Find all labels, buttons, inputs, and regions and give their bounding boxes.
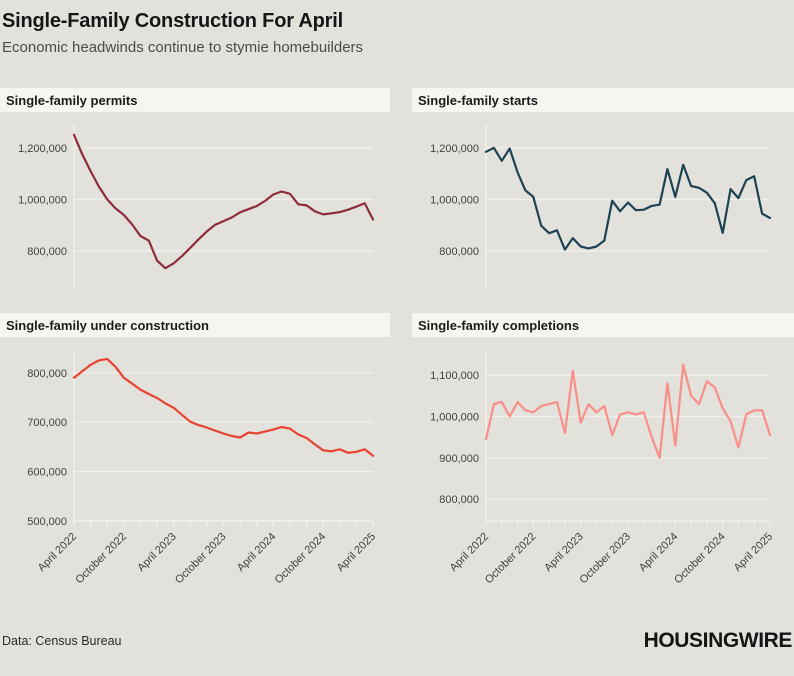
y-tick-label: 800,000 — [439, 494, 479, 506]
x-tick-label: April 2023 — [135, 531, 179, 575]
y-tick-label: 1,000,000 — [18, 194, 67, 206]
starts-chart: 800,000 1,000,000 1,200,000 — [430, 124, 772, 288]
page-subtitle: Economic headwinds continue to stymie ho… — [2, 39, 364, 56]
panel-title-permits: Single-family permits — [0, 88, 390, 112]
page-title: Single-Family Construction For April — [2, 10, 343, 32]
x-tick-label: April 2022 — [448, 531, 492, 575]
y-tick-label: 1,000,000 — [430, 194, 479, 206]
y-tick-label: 600,000 — [27, 467, 67, 479]
x-tick-label: April 2025 — [335, 531, 379, 575]
y-tick-label: 1,100,000 — [430, 370, 479, 382]
data-source: Data: Census Bureau — [2, 634, 122, 648]
panel-starts: Single-family starts 800,000 1,000,000 1,2… — [412, 88, 794, 312]
panel-title-starts: Single-family starts — [412, 88, 794, 112]
data-line — [484, 363, 772, 459]
data-line — [72, 133, 375, 270]
x-tick-label: April 2025 — [732, 531, 776, 575]
y-tick-label: 700,000 — [27, 417, 67, 429]
x-tick-label: October 2023 — [173, 531, 229, 587]
panel-title-under-construction: Single-family under construction — [0, 313, 390, 337]
y-tick-label: 1,200,000 — [18, 143, 67, 155]
x-tick-label: October 2022 — [483, 531, 539, 587]
y-tick-label: 800,000 — [27, 368, 67, 380]
panel-completions: Single-family completions 800,000 900,000… — [412, 313, 794, 612]
y-tick-label: 500,000 — [27, 516, 67, 528]
x-tick-label: October 2024 — [273, 531, 329, 587]
footer: Data: Census Bureau HOUSINGWIRE — [0, 626, 794, 656]
y-tick-label: 800,000 — [439, 246, 479, 258]
x-tick-label: April 2024 — [235, 531, 279, 575]
y-tick-label: 1,200,000 — [430, 143, 479, 155]
x-tick-label: April 2022 — [36, 531, 80, 575]
panel-under-construction: Single-family under construction 500,000… — [0, 313, 390, 612]
permits-chart: 800,000 1,000,000 1,200,000 — [18, 124, 375, 288]
y-tick-label: 900,000 — [439, 453, 479, 465]
y-tick-label: 1,000,000 — [430, 411, 479, 423]
x-tick-label: April 2023 — [542, 531, 586, 575]
x-tick-label: October 2024 — [672, 531, 728, 587]
title-block: Single-Family Construction For April Eco… — [2, 10, 363, 56]
x-tick-label: October 2022 — [73, 531, 129, 587]
panel-permits: Single-family permits 800,000 1,000,000 1,… — [0, 88, 390, 312]
panel-title-completions: Single-family completions — [412, 313, 794, 337]
completions-chart: 800,000 900,000 1,000,000 1,100,000 April 20… — [430, 352, 776, 587]
data-line — [484, 146, 772, 251]
x-tick-label: April 2024 — [637, 531, 681, 575]
housingwire-logo: HOUSINGWIRE — [643, 629, 793, 652]
data-line — [72, 357, 375, 457]
y-tick-label: 800,000 — [27, 246, 67, 258]
x-tick-label: October 2023 — [578, 531, 634, 587]
